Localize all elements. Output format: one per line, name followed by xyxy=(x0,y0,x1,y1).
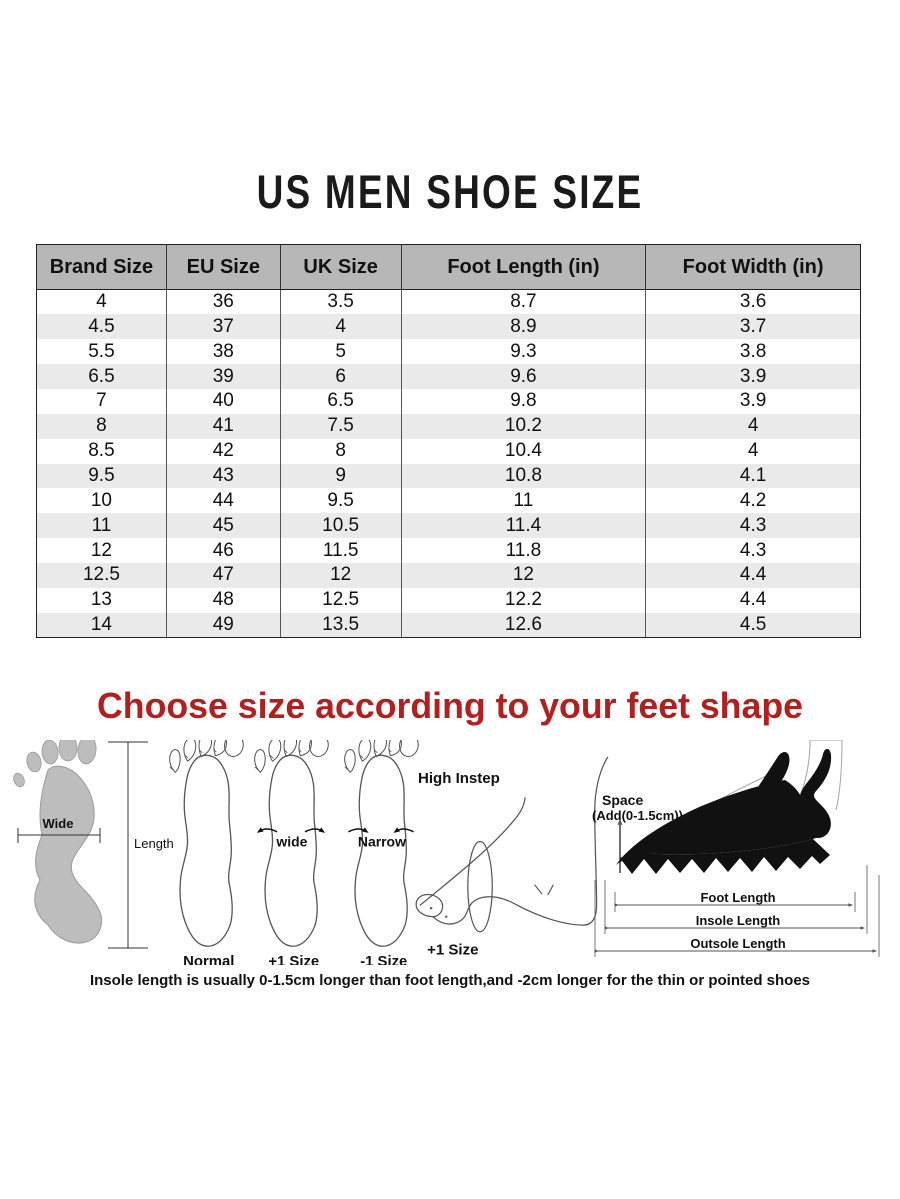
svg-text:Insole Length: Insole Length xyxy=(696,913,781,928)
svg-text:(Add(0-1.5cm)): (Add(0-1.5cm)) xyxy=(592,808,683,823)
svg-text:Length: Length xyxy=(134,836,174,851)
svg-text:Normal: Normal xyxy=(183,954,234,965)
svg-text:Narrow: Narrow xyxy=(358,834,406,850)
svg-text:wide: wide xyxy=(275,834,307,850)
svg-text:Outsole Length: Outsole Length xyxy=(690,936,785,951)
svg-text:High Instep: High Instep xyxy=(418,770,500,787)
svg-text:+1 Size: +1 Size xyxy=(268,954,319,965)
svg-text:-1 Size: -1 Size xyxy=(360,954,407,965)
svg-text:Foot Length: Foot Length xyxy=(700,890,775,905)
svg-text:Wide: Wide xyxy=(43,816,74,831)
svg-text:+1 Size: +1 Size xyxy=(427,941,478,958)
svg-text:Space: Space xyxy=(602,792,643,808)
